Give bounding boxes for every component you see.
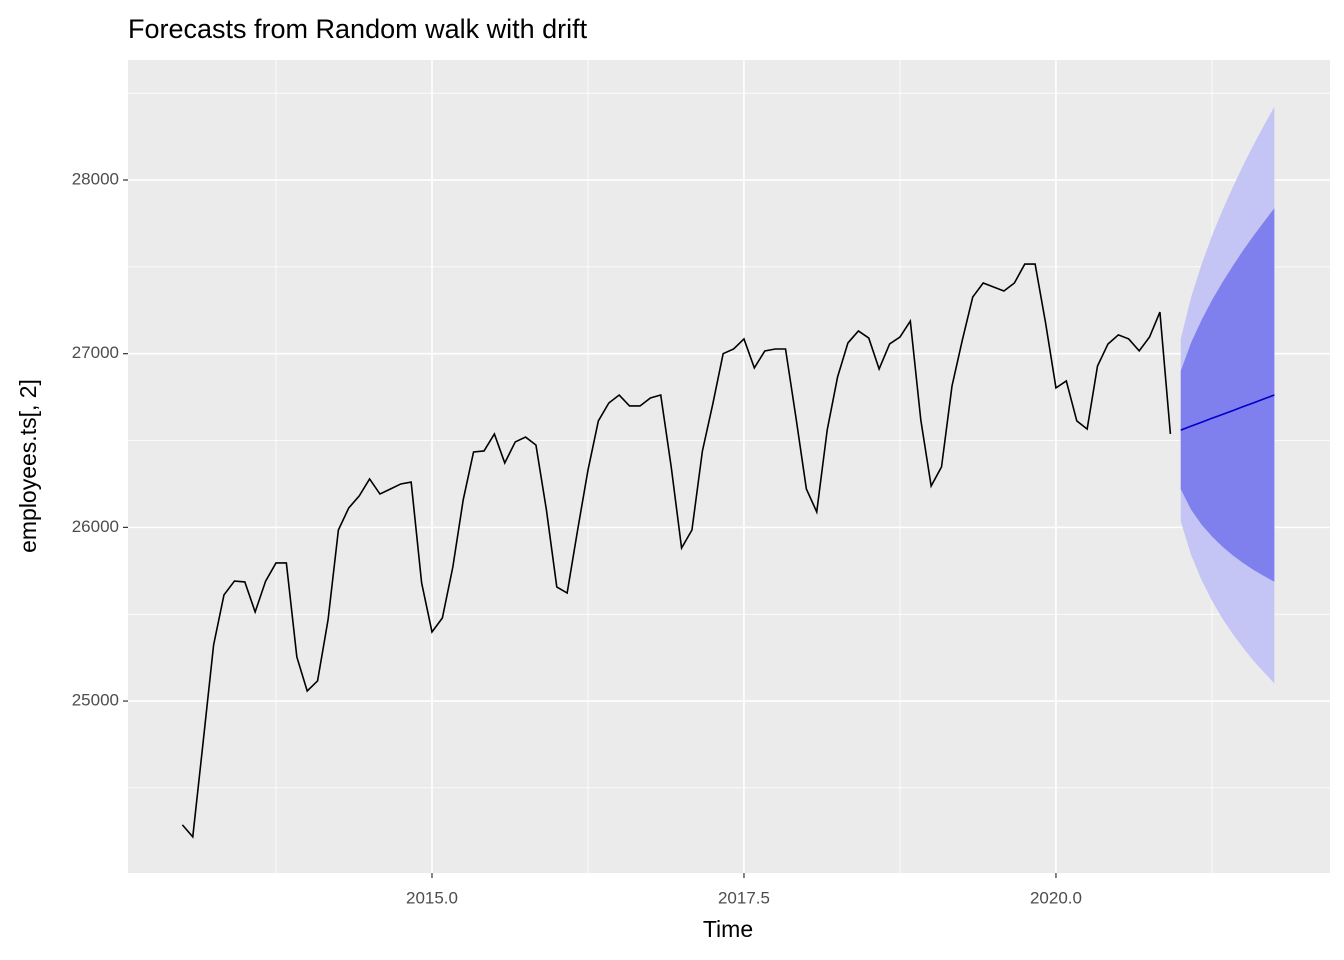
y-axis-label: employees.ts[, 2] — [15, 379, 41, 553]
x-tick-label: 2020.0 — [1030, 888, 1082, 907]
x-axis-label: Time — [703, 916, 753, 942]
y-tick-label: 26000 — [72, 517, 119, 536]
y-tick-label: 25000 — [72, 691, 119, 710]
y-tick-label: 28000 — [72, 169, 119, 188]
x-tick-label: 2017.5 — [718, 888, 770, 907]
prediction-band — [1180, 208, 1275, 582]
series-line — [181, 263, 1172, 839]
series-line — [1180, 394, 1275, 431]
y-tick-label: 27000 — [72, 343, 119, 362]
chart-title: Forecasts from Random walk with drift — [128, 14, 588, 44]
panel — [128, 60, 1330, 873]
x-tick-label: 2015.0 — [406, 888, 458, 907]
